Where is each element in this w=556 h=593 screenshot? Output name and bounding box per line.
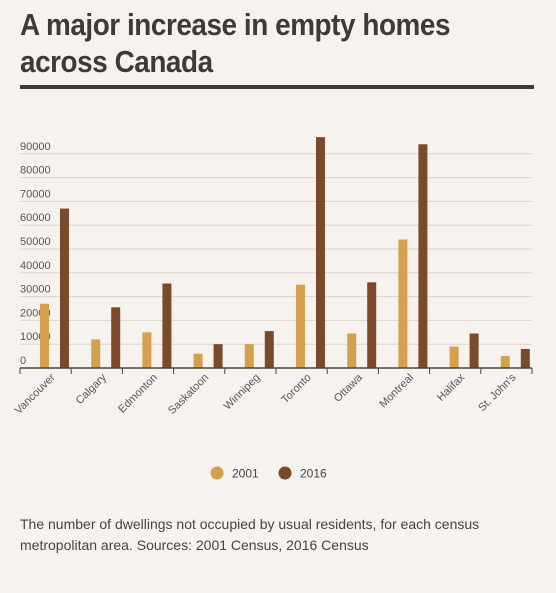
x-tick-label: Montreal bbox=[377, 372, 416, 411]
title-divider bbox=[20, 85, 534, 89]
bar-2001-toronto bbox=[296, 284, 305, 368]
bar-2016-ottawa bbox=[367, 282, 377, 368]
y-tick-label: 60000 bbox=[20, 212, 51, 224]
y-tick-label: 40000 bbox=[20, 260, 51, 272]
legend-swatch-2016 bbox=[278, 466, 292, 480]
chart-caption: The number of dwellings not occupied by … bbox=[20, 514, 540, 556]
chart-title-line-2: across Canada bbox=[20, 44, 213, 79]
legend: 2001 2016 bbox=[210, 466, 327, 481]
bar-2016-edmonton bbox=[162, 283, 172, 368]
bars bbox=[40, 137, 530, 368]
x-tick-label: Edmonton bbox=[116, 372, 160, 416]
y-tick-label: 50000 bbox=[20, 236, 51, 248]
legend-swatch-2001 bbox=[210, 466, 224, 480]
bar-2016-winnipeg bbox=[264, 331, 274, 368]
y-tick-label: 0 bbox=[20, 355, 26, 367]
chart-title: A major increase in empty homes across C… bbox=[20, 6, 488, 80]
y-tick-label: 80000 bbox=[20, 165, 51, 177]
caption-line-1: The number of dwellings not occupied by … bbox=[20, 516, 480, 532]
bar-2016-halifax bbox=[469, 333, 479, 368]
x-tick-label: Halifax bbox=[435, 371, 468, 404]
y-tick-label: 30000 bbox=[20, 284, 51, 296]
bar-2001-vancouver bbox=[40, 303, 49, 368]
y-tick-label: 70000 bbox=[20, 188, 51, 200]
x-tick-label: Toronto bbox=[279, 372, 313, 406]
bar-chart: 0100002000030000400005000060000700008000… bbox=[13, 137, 533, 481]
bar-2001-st-john-s bbox=[500, 356, 510, 368]
bar-2001-edmonton bbox=[142, 332, 152, 368]
x-tick-label: Vancouver bbox=[13, 371, 58, 416]
caption-line-2: metropolitan area. Sources: 2001 Census,… bbox=[20, 537, 369, 553]
x-tick-label: Ottawa bbox=[332, 371, 366, 405]
legend-label-2001: 2001 bbox=[232, 467, 259, 481]
x-tick-label: Calgary bbox=[74, 371, 110, 407]
x-tick-labels: Vancouver Calgary Edmonton Saskatoon Winnipe… bbox=[13, 371, 519, 417]
bar-2016-saskatoon bbox=[213, 344, 223, 368]
x-tick-label: Saskatoon bbox=[166, 372, 211, 417]
bar-2001-winnipeg bbox=[244, 344, 254, 368]
bar-2016-montreal bbox=[418, 144, 428, 368]
bar-2001-halifax bbox=[449, 346, 459, 368]
bar-2001-saskatoon bbox=[193, 353, 203, 368]
bar-2001-calgary bbox=[91, 339, 101, 368]
bar-2016-vancouver bbox=[60, 208, 69, 368]
legend-label-2016: 2016 bbox=[300, 467, 327, 481]
bar-2016-st-john-s bbox=[520, 348, 530, 368]
gridlines bbox=[20, 153, 532, 345]
bar-2001-ottawa bbox=[347, 333, 357, 368]
x-tick-label: St. John's bbox=[476, 371, 519, 414]
y-tick-label: 90000 bbox=[20, 141, 51, 153]
bar-2016-calgary bbox=[111, 307, 121, 368]
chart-title-line-1: A major increase in empty homes bbox=[20, 7, 451, 42]
x-axis bbox=[19, 367, 533, 374]
x-tick-label: Winnipeg bbox=[222, 372, 263, 413]
bar-2016-toronto bbox=[316, 137, 325, 368]
bar-2001-montreal bbox=[398, 239, 408, 368]
